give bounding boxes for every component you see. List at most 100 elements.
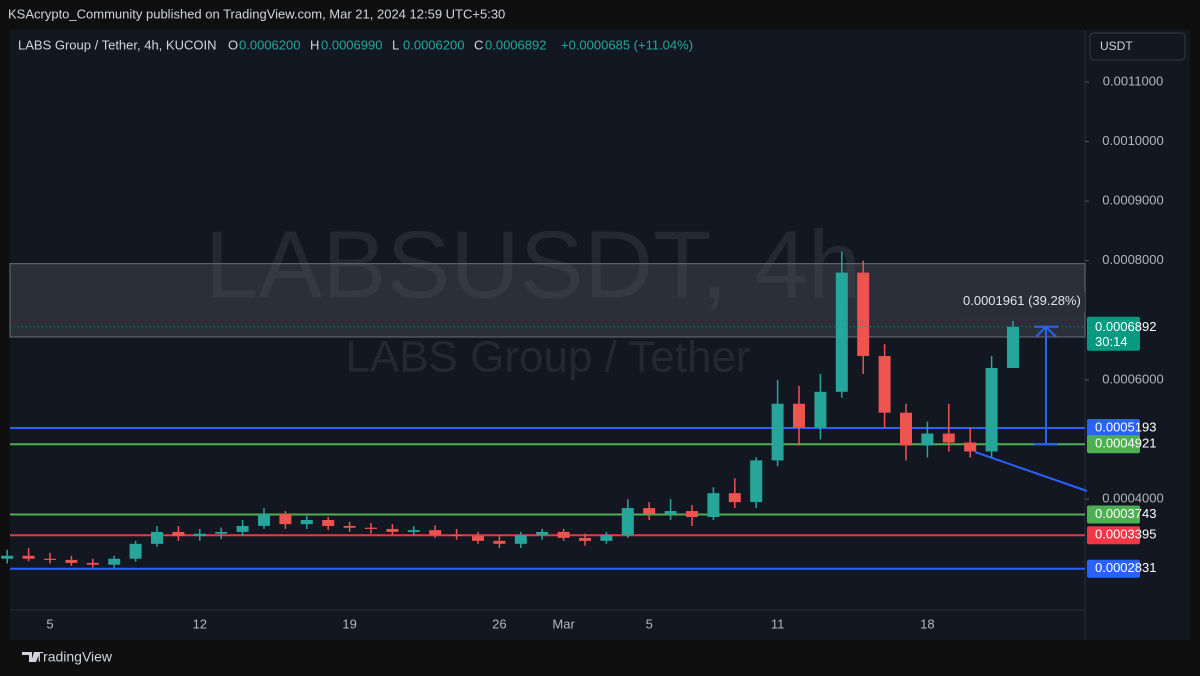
trend-line [974,451,1088,492]
level-tag [1087,559,1140,578]
candle-body [193,533,206,537]
legend-value: 0.0006200 [239,37,300,52]
measure-box [955,289,1085,314]
x-tick-label: 11 [771,616,785,631]
candle-body [964,442,977,452]
candle-body [1,555,14,559]
candle-body [300,519,313,525]
publisher: KSAcrypto_Community published on Trading… [8,6,505,21]
candle-body [707,493,720,518]
candle-body [386,528,399,532]
x-tick-label: 26 [492,616,506,631]
candle-body [921,433,934,446]
candle-body [1007,326,1019,368]
legend-key: L [392,37,399,52]
candle-body [857,272,870,357]
logo [22,652,40,662]
y-tick-label: 0.0004000 [1102,491,1163,506]
level-tag [1087,526,1140,545]
candle-body [985,367,998,452]
y-tick-label: 0.0006000 [1102,371,1163,386]
legend-change: +0.0000685 (+11.04%) [561,37,693,52]
legend-symbol: LABS Group / Tether, 4h, KUCOIN [18,37,216,52]
candle-body [728,493,741,503]
candle-body [22,555,35,559]
candle-body [579,537,591,541]
x-tick-label: 5 [646,616,653,631]
legend-key: C [474,37,483,52]
level-tag [1087,435,1140,454]
watermark-symbol: LABSUSDT, 4h [205,211,861,318]
candle-body [279,514,292,525]
plot-background [10,30,1190,640]
level-tag [1087,505,1140,524]
candle-body [450,534,463,537]
candle-body [258,514,270,526]
candle-body [835,272,848,392]
candle-body [65,559,78,563]
legend-value: 0.0006200 [403,37,464,52]
candle-body [215,531,228,534]
candle-body [664,511,677,515]
candle-body [643,508,656,515]
candle-body [172,531,185,537]
zone [9,263,1086,338]
x-tick-label: 12 [193,616,207,631]
countdown: 30:14 [1095,334,1128,349]
candle-body [429,530,442,535]
candle-body [900,412,912,446]
candle-body [322,519,335,526]
level-tag [1087,419,1140,438]
candle-body [108,558,121,565]
candle-body [686,511,698,518]
candle-body [472,536,484,541]
candle-body [514,534,527,544]
measure-label: 0.0001961 (39.28%) [963,293,1081,308]
level-label: 0.0005193 [1095,419,1156,434]
candle-body [771,403,784,461]
legend-value: 0.0006892 [485,37,546,52]
candle-body [407,530,420,532]
candle-body [86,562,99,565]
last-price-tag [1087,316,1140,351]
brand: TradingView [35,649,113,665]
legend: LABS Group / Tether, 4h, KUCOIN O 0.00062… [18,37,693,52]
y-tick-label: 0.0010000 [1102,133,1163,148]
candle-body [151,531,163,544]
legend-key: H [310,37,319,52]
x-tick-label: 18 [920,616,934,631]
y-tick-label: 0.0008000 [1102,252,1163,267]
x-tick-label: 19 [342,616,356,631]
measure-arrow [1035,325,1057,338]
candle-body [814,391,827,428]
watermark-name: LABS Group / Tether [345,333,750,382]
candle-body [44,558,56,560]
y-tick-label: 0.0011000 [1103,73,1164,88]
level-label: 0.0004921 [1095,436,1156,451]
legend-value: 0.0006990 [321,37,382,52]
y-tick-label: 0.0009000 [1102,193,1163,208]
candle-body [343,525,356,528]
candle-body [236,525,249,532]
candle-body [536,531,549,535]
candle-body [942,433,955,443]
candle-body [365,527,377,529]
level-label: 0.0003743 [1095,506,1156,521]
x-tick-label: 5 [46,616,53,631]
candle-body [493,540,506,544]
candle-body [129,543,142,559]
candle-body [621,508,634,535]
candle-body [600,534,613,541]
legend-key: O [228,37,238,52]
currency-button[interactable] [1089,32,1186,61]
x-tick-label: Mar [552,616,575,631]
level-label: 0.0003395 [1095,527,1156,542]
last-price-label: 0.0006892 [1095,319,1156,334]
level-label: 0.0002831 [1095,560,1156,575]
currency-label[interactable]: USDT [1100,39,1133,53]
candle-body [793,403,805,428]
candle-body [750,460,763,503]
candle-body [557,531,570,538]
